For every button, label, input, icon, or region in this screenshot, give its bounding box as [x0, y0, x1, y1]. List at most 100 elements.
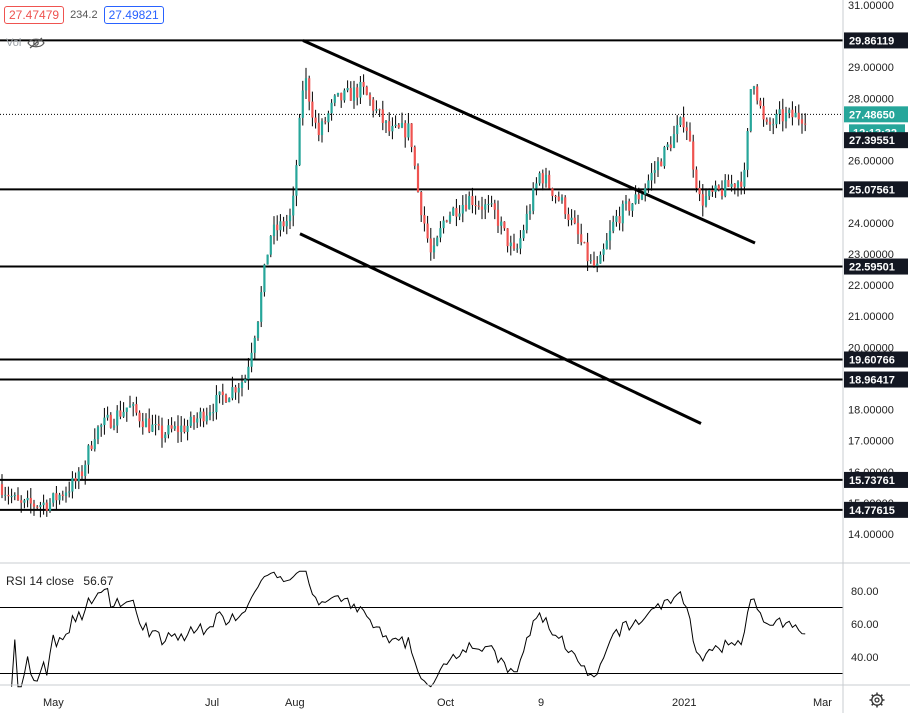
candle — [509, 235, 512, 256]
candle — [26, 490, 29, 508]
candle — [551, 187, 554, 202]
candle — [164, 431, 167, 443]
candle — [480, 196, 484, 220]
candle — [762, 97, 765, 127]
candle — [727, 174, 730, 187]
candle — [516, 243, 519, 253]
candle — [260, 286, 263, 328]
candle — [167, 419, 170, 439]
candle — [583, 241, 586, 244]
candle — [378, 108, 381, 117]
candle — [791, 101, 794, 126]
candle — [157, 415, 160, 431]
candle — [442, 216, 445, 234]
candle — [429, 227, 432, 261]
candle — [317, 113, 320, 142]
candle — [138, 410, 141, 428]
candle — [407, 112, 410, 141]
candle — [189, 411, 192, 428]
candle — [544, 167, 548, 188]
candle — [468, 191, 471, 210]
candle — [452, 206, 455, 216]
candle — [541, 169, 544, 191]
candle — [7, 486, 10, 505]
candle — [400, 112, 404, 129]
candle — [68, 481, 71, 498]
candle — [615, 209, 618, 227]
price-tick-label: 18.00000 — [848, 405, 894, 417]
candle — [20, 495, 23, 513]
candle — [605, 233, 608, 250]
price-tick-label: 26.00000 — [848, 156, 894, 168]
candle — [535, 177, 538, 196]
svg-text:22.59501: 22.59501 — [849, 262, 895, 274]
candle — [183, 418, 186, 434]
candle — [253, 335, 256, 360]
candle — [77, 467, 80, 490]
candle — [567, 207, 570, 227]
candle — [23, 498, 26, 509]
candle — [669, 136, 672, 152]
buy-price-button[interactable]: 27.49821 — [103, 6, 164, 24]
eye-off-icon[interactable] — [27, 37, 45, 49]
candle — [404, 120, 407, 148]
candle — [237, 382, 240, 404]
candle — [663, 145, 666, 169]
candle — [144, 413, 148, 428]
candle — [628, 198, 631, 216]
candle — [109, 412, 112, 429]
candle — [496, 200, 500, 233]
candle — [602, 243, 605, 262]
candle — [586, 232, 589, 271]
candle — [576, 214, 580, 244]
candle — [160, 417, 164, 448]
candle — [781, 98, 784, 132]
time-axis-label: 9 — [538, 697, 544, 709]
candle — [100, 423, 103, 437]
svg-text:29.86119: 29.86119 — [849, 35, 894, 47]
candle — [660, 158, 663, 167]
candle — [695, 166, 698, 193]
candle — [474, 195, 477, 215]
candle — [797, 104, 800, 126]
trendline-lower[interactable] — [299, 232, 702, 425]
candle — [349, 81, 352, 101]
candle — [336, 92, 340, 97]
spread-value: 234.2 — [70, 9, 98, 21]
candle — [64, 486, 68, 503]
candle — [804, 113, 807, 132]
candle — [58, 492, 61, 505]
trendline-upper[interactable] — [302, 39, 756, 245]
candle — [538, 171, 541, 186]
candle — [324, 116, 327, 125]
candle — [52, 492, 55, 507]
candle — [215, 385, 218, 420]
candle — [487, 195, 490, 213]
candle — [580, 223, 583, 246]
candle — [135, 396, 138, 416]
candle — [612, 215, 615, 234]
candle — [231, 376, 234, 401]
candle — [343, 88, 346, 103]
candle — [413, 145, 416, 170]
candle — [16, 487, 20, 501]
price-tick-label: 17.00000 — [848, 436, 894, 448]
candle — [196, 412, 199, 429]
level-price-label: 19.60766 — [844, 351, 908, 368]
candle — [250, 342, 253, 373]
candle — [224, 393, 228, 403]
candle — [765, 117, 768, 125]
gear-icon[interactable] — [869, 692, 885, 708]
candle — [365, 85, 368, 96]
candle — [557, 191, 560, 202]
candle — [445, 219, 448, 223]
sell-price-button[interactable]: 27.47479 — [4, 6, 65, 24]
candle — [151, 414, 154, 433]
svg-text:27.39551: 27.39551 — [849, 135, 895, 147]
candle — [87, 444, 90, 474]
volume-indicator[interactable]: Vol — [6, 37, 45, 49]
candle — [746, 128, 749, 178]
candle — [500, 216, 503, 235]
candle — [32, 499, 36, 516]
